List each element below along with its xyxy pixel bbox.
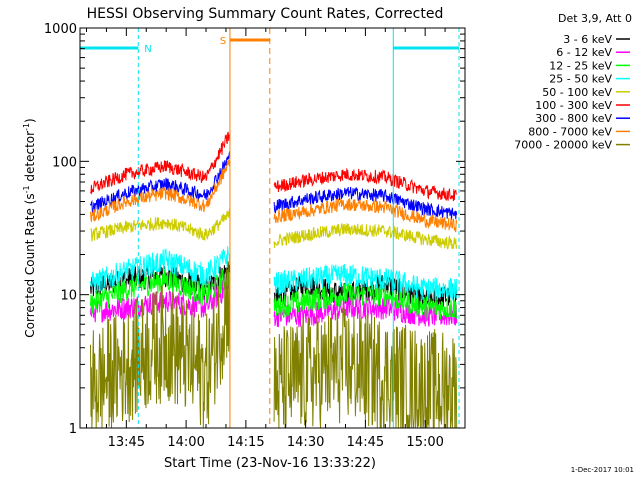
gap-label: S xyxy=(220,36,226,47)
x-tick-label: 15:00 xyxy=(406,435,443,450)
legend-label: 100 - 300 keV xyxy=(535,99,612,112)
x-tick-label: 14:15 xyxy=(227,435,264,450)
series-trace xyxy=(273,168,458,202)
plot-timestamp: 1-Dec-2017 10:01 xyxy=(571,466,634,474)
legend-label: 300 - 800 keV xyxy=(535,112,612,125)
series-trace xyxy=(273,223,458,250)
legend-title: Det 3,9, Att 0 xyxy=(558,12,632,25)
chart-title: HESSI Observing Summary Count Rates, Cor… xyxy=(87,6,444,22)
series-100_300keV-line xyxy=(90,131,458,202)
y-tick-label: 1 xyxy=(69,422,77,437)
y-axis-label: Corrected Count Rate (s-1 detector-1) xyxy=(22,118,37,337)
x-tick-label: 14:00 xyxy=(167,435,204,450)
series-trace xyxy=(90,246,231,294)
x-axis-label: Start Time (23-Nov-16 13:33:22) xyxy=(164,456,376,471)
legend-label: 6 - 12 keV xyxy=(556,46,612,59)
y-tick-label: 1000 xyxy=(44,22,77,37)
y-tick-label: 100 xyxy=(52,155,77,170)
series-trace xyxy=(90,159,231,222)
series-300_800keV-line xyxy=(90,151,458,220)
plot-frame xyxy=(79,27,466,429)
series-trace xyxy=(90,208,231,242)
series-trace xyxy=(273,198,458,233)
x-tick-label: 13:45 xyxy=(108,435,145,450)
y-tick-label: 10 xyxy=(60,289,77,304)
x-tick-label: 14:45 xyxy=(347,435,384,450)
legend-label: 800 - 7000 keV xyxy=(528,125,612,138)
series-800_7000keV-line xyxy=(90,159,458,233)
series-trace xyxy=(90,131,231,195)
series-trace xyxy=(90,261,231,429)
legend-label: 12 - 25 keV xyxy=(549,59,612,72)
x-tick-label: 14:30 xyxy=(287,435,324,450)
series-trace xyxy=(273,282,458,320)
series-trace xyxy=(90,268,231,315)
series-trace xyxy=(90,151,231,214)
legend-label: 25 - 50 keV xyxy=(549,73,612,86)
series-25_50keV-line xyxy=(90,246,458,301)
legend-label: 50 - 100 keV xyxy=(542,86,612,99)
legend-label: 3 - 6 keV xyxy=(563,33,612,46)
series-50_100keV-line xyxy=(90,208,458,250)
series-trace xyxy=(273,263,458,301)
legend-label: 7000 - 20000 keV xyxy=(514,139,612,152)
night-label: N xyxy=(144,44,151,55)
series-trace xyxy=(273,186,458,220)
series-12_25keV-line xyxy=(90,268,458,320)
